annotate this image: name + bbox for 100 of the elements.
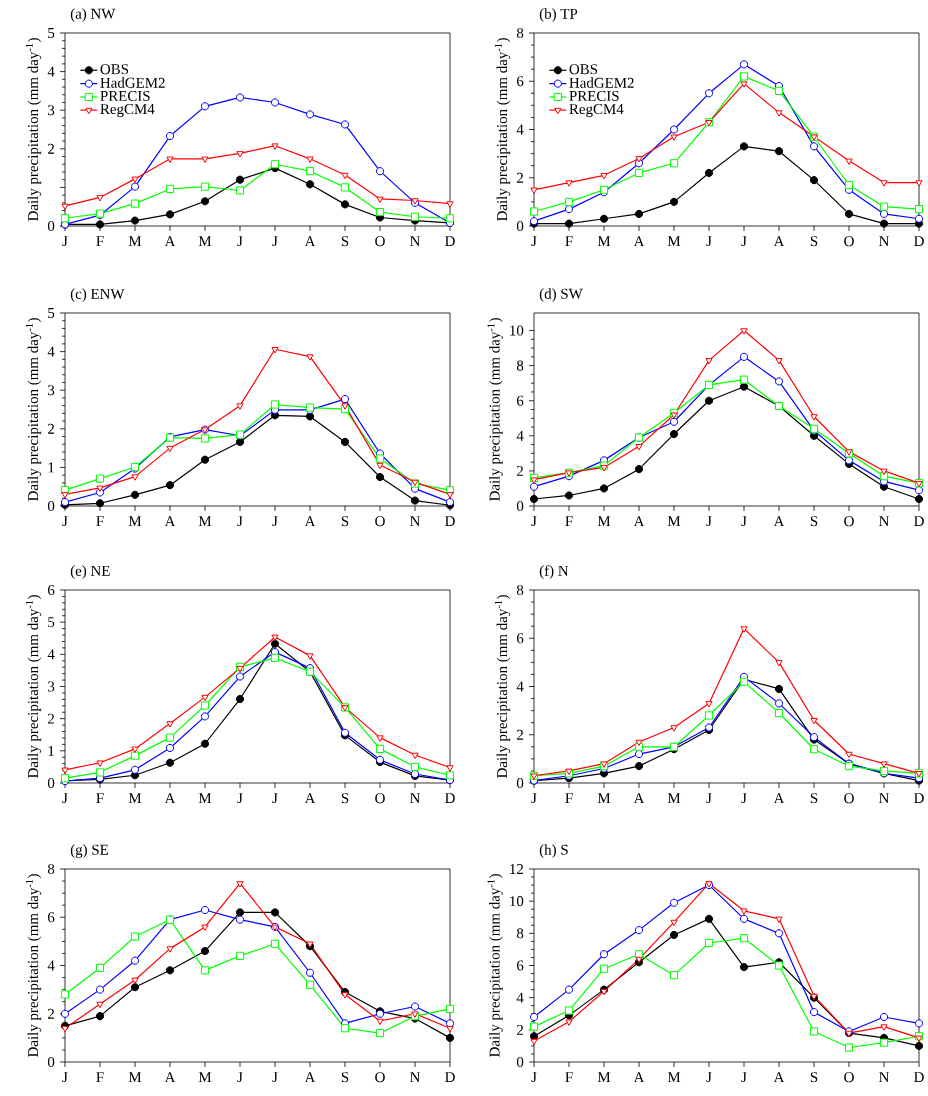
x-tick-label: J bbox=[741, 793, 747, 804]
x-tick-label: A bbox=[164, 236, 176, 247]
x-tick-label: J bbox=[62, 793, 68, 804]
legend-label: PRECIS bbox=[100, 90, 150, 101]
x-tick-label: J bbox=[741, 236, 747, 247]
x-tick-label: N bbox=[879, 793, 890, 803]
x-tick-label: J bbox=[237, 793, 243, 804]
x-tick-label: N bbox=[879, 236, 890, 246]
x-tick-label: A bbox=[633, 1072, 645, 1083]
x-tick-label: M bbox=[128, 793, 142, 803]
chart-title: (f) N bbox=[539, 565, 569, 579]
chart-title: (h) S bbox=[539, 844, 568, 858]
y-axis-title: Daily precipitation (mm day$^{-1}$) bbox=[494, 38, 511, 222]
x-tick-label: F bbox=[96, 793, 104, 803]
y-tick-label: 6 bbox=[516, 395, 524, 406]
x-tick-label: A bbox=[773, 1072, 785, 1083]
y-axis-title: Daily precipitation (mm day$^{-1}$) bbox=[25, 38, 42, 222]
x-tick-label: J bbox=[706, 1072, 712, 1083]
y-tick-label: 2 bbox=[48, 1008, 54, 1019]
x-tick-label: S bbox=[341, 1072, 349, 1083]
y-tick-label: 1 bbox=[48, 745, 54, 756]
x-tick-label: M bbox=[667, 1072, 681, 1082]
x-tick-label: A bbox=[164, 1072, 176, 1083]
x-tick-label: J bbox=[237, 516, 243, 527]
y-tick-label: 0 bbox=[516, 777, 524, 789]
y-tick-label: 0 bbox=[47, 220, 55, 232]
x-tick-label: M bbox=[597, 236, 611, 246]
y-axis-title: Daily precipitation (mm day$^{-1}$) bbox=[25, 874, 42, 1058]
y-tick-label: 0 bbox=[516, 220, 524, 232]
x-tick-label: J bbox=[272, 516, 278, 527]
y-tick-label: 0 bbox=[47, 777, 55, 789]
y-tick-label: 6 bbox=[47, 912, 55, 923]
x-tick-label: O bbox=[375, 793, 385, 804]
x-tick-label: A bbox=[304, 236, 316, 247]
y-tick-label: 4 bbox=[516, 124, 524, 135]
x-tick-label: F bbox=[565, 793, 573, 803]
y-tick-label: 4 bbox=[47, 649, 55, 660]
x-tick-label: M bbox=[128, 1072, 142, 1082]
x-tick-label: M bbox=[198, 236, 212, 246]
y-tick-label: 8 bbox=[516, 928, 524, 939]
y-tick-label: 0 bbox=[47, 500, 55, 512]
chart-title: (b) TP bbox=[539, 8, 578, 22]
y-tick-label: 2 bbox=[517, 465, 523, 476]
x-tick-label: A bbox=[633, 793, 645, 804]
x-tick-label: M bbox=[597, 793, 611, 803]
legend-label: HadGEM2 bbox=[569, 77, 634, 88]
x-tick-label: D bbox=[445, 1072, 455, 1082]
y-axis-title: Daily precipitation (mm day$^{-1}$) bbox=[25, 595, 42, 779]
x-tick-label: N bbox=[410, 516, 421, 526]
x-tick-label: J bbox=[62, 236, 68, 247]
x-tick-label: S bbox=[341, 793, 349, 804]
y-axis-title: Daily precipitation (mm day$^{-1}$) bbox=[25, 318, 42, 502]
y-tick-label: 8 bbox=[47, 863, 55, 875]
x-tick-label: D bbox=[445, 793, 455, 803]
chart-title: (d) SW bbox=[539, 288, 583, 302]
x-tick-label: M bbox=[667, 516, 681, 526]
y-tick-label: 5 bbox=[48, 308, 55, 318]
x-tick-label: M bbox=[198, 1072, 212, 1082]
x-tick-label: N bbox=[879, 1072, 890, 1082]
x-tick-label: F bbox=[565, 1072, 573, 1082]
x-tick-label: M bbox=[128, 516, 142, 526]
x-tick-label: O bbox=[844, 1072, 854, 1083]
x-tick-label: F bbox=[565, 516, 573, 526]
x-tick-label: D bbox=[914, 1072, 924, 1082]
y-tick-label: 0 bbox=[516, 500, 524, 512]
x-tick-label: A bbox=[164, 516, 176, 527]
x-tick-label: O bbox=[844, 236, 854, 247]
x-tick-label: S bbox=[810, 793, 818, 804]
x-tick-label: M bbox=[597, 516, 611, 526]
y-tick-label: 6 bbox=[516, 633, 524, 644]
y-tick-label: 3 bbox=[48, 385, 55, 396]
x-tick-label: S bbox=[341, 516, 349, 527]
y-axis-title: Daily precipitation (mm day$^{-1}$) bbox=[487, 318, 503, 502]
y-tick-label: 2 bbox=[48, 713, 54, 724]
y-tick-label: 0 bbox=[47, 1056, 55, 1068]
x-tick-label: M bbox=[667, 793, 681, 803]
x-tick-label: A bbox=[304, 793, 316, 804]
x-tick-label: J bbox=[531, 1072, 537, 1083]
x-tick-label: F bbox=[96, 1072, 104, 1082]
x-tick-label: J bbox=[237, 1072, 243, 1083]
y-tick-label: 5 bbox=[48, 617, 55, 628]
x-tick-label: A bbox=[773, 516, 785, 527]
x-tick-label: M bbox=[198, 793, 212, 803]
y-tick-label: 8 bbox=[516, 27, 524, 39]
y-tick-label: 2 bbox=[517, 172, 523, 183]
x-tick-label: D bbox=[914, 236, 924, 246]
x-tick-label: O bbox=[375, 236, 385, 247]
x-tick-label: O bbox=[844, 793, 854, 804]
x-tick-label: S bbox=[810, 236, 818, 247]
y-tick-label: 2 bbox=[48, 423, 54, 434]
y-tick-label: 6 bbox=[516, 960, 524, 971]
x-tick-label: A bbox=[304, 516, 316, 527]
x-tick-label: N bbox=[879, 516, 890, 526]
x-tick-label: D bbox=[914, 793, 924, 803]
x-tick-label: A bbox=[773, 793, 785, 804]
x-tick-label: N bbox=[410, 236, 421, 246]
x-tick-label: A bbox=[633, 516, 645, 527]
x-tick-label: J bbox=[531, 516, 537, 527]
x-tick-label: A bbox=[304, 1072, 316, 1083]
legend-label: RegCM4 bbox=[569, 104, 624, 118]
